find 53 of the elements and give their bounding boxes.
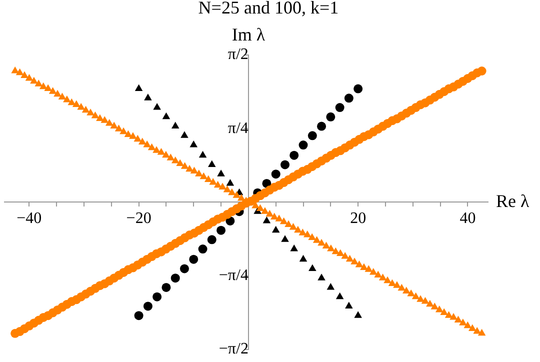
point bbox=[262, 216, 271, 224]
point bbox=[198, 244, 208, 254]
point bbox=[326, 112, 336, 122]
point bbox=[280, 160, 290, 170]
y-tick-label: π/2 bbox=[228, 46, 248, 64]
point bbox=[354, 311, 362, 318]
y-tick-label: π/4 bbox=[228, 120, 248, 137]
point bbox=[180, 264, 189, 274]
point bbox=[290, 244, 298, 252]
point bbox=[298, 140, 308, 150]
point bbox=[318, 274, 326, 280]
y-tick-label: −π/2 bbox=[218, 340, 248, 358]
point bbox=[217, 170, 225, 176]
x-tick-label: 20 bbox=[350, 210, 366, 228]
point bbox=[190, 140, 198, 148]
point bbox=[299, 254, 308, 262]
point bbox=[345, 302, 353, 308]
point bbox=[198, 150, 207, 158]
point bbox=[344, 94, 354, 103]
point bbox=[162, 282, 171, 292]
y-axis-title: Im λ bbox=[232, 24, 266, 45]
point bbox=[207, 235, 216, 244]
point bbox=[144, 94, 152, 100]
point bbox=[143, 302, 152, 311]
chart-title: N=25 and 100, k=1 bbox=[198, 0, 339, 18]
point bbox=[134, 84, 143, 92]
point bbox=[170, 274, 180, 283]
point bbox=[226, 178, 234, 186]
point bbox=[326, 282, 335, 290]
point bbox=[153, 103, 161, 110]
x-tick-label: −20 bbox=[126, 210, 152, 228]
point bbox=[308, 131, 317, 140]
point bbox=[208, 160, 216, 167]
point bbox=[354, 84, 363, 94]
x-tick-label: 40 bbox=[460, 210, 476, 228]
point bbox=[162, 112, 170, 120]
point bbox=[271, 170, 280, 179]
point bbox=[317, 122, 326, 131]
x-axis-title: Re λ bbox=[496, 190, 530, 211]
point bbox=[189, 254, 198, 264]
x-tick-label: −40 bbox=[16, 210, 42, 228]
point bbox=[152, 292, 162, 302]
point bbox=[336, 292, 344, 300]
y-tick-label: −π/4 bbox=[218, 267, 248, 284]
point bbox=[180, 131, 188, 138]
point bbox=[134, 311, 144, 320]
point bbox=[272, 226, 280, 233]
point bbox=[290, 150, 299, 160]
point bbox=[281, 235, 289, 242]
point bbox=[171, 122, 180, 129]
point bbox=[335, 103, 344, 112]
point bbox=[216, 226, 226, 235]
point bbox=[308, 264, 316, 271]
